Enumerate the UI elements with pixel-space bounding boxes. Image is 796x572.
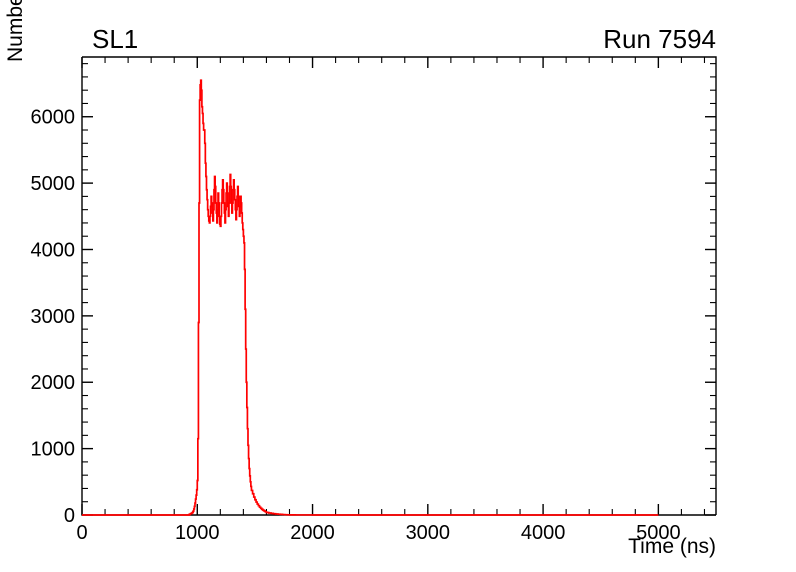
x-tick-label: 1000 <box>175 522 220 544</box>
x-axis-title: Time (ns) <box>628 535 716 558</box>
x-tick-label: 4000 <box>521 522 566 544</box>
y-tick-label: 6000 <box>31 107 76 129</box>
y-tick-label: 3000 <box>31 306 76 328</box>
y-tick-label: 5000 <box>31 173 76 195</box>
y-tick-label: 4000 <box>31 239 76 261</box>
x-tick-label: 5000 <box>636 522 681 544</box>
y-tick-label: 0 <box>64 505 75 527</box>
x-axis-tick-labels: 0 1000 2000 3000 4000 5000 <box>76 522 680 544</box>
x-axis-ticks <box>81 57 706 515</box>
run-label: Run 7594 <box>603 24 716 54</box>
y-axis-title: Number of digis <box>4 0 27 62</box>
y-tick-label: 1000 <box>31 439 76 461</box>
x-tick-label: 0 <box>76 522 87 544</box>
page-title: SL1 <box>92 24 139 54</box>
y-axis-tick-labels: 0 1000 2000 3000 4000 5000 6000 <box>31 107 76 527</box>
data-series-digis <box>82 79 659 516</box>
x-tick-label: 3000 <box>406 522 451 544</box>
y-axis-ticks <box>82 63 716 516</box>
y-tick-label: 2000 <box>31 372 76 394</box>
plot-frame <box>81 56 717 516</box>
x-tick-label: 2000 <box>290 522 335 544</box>
